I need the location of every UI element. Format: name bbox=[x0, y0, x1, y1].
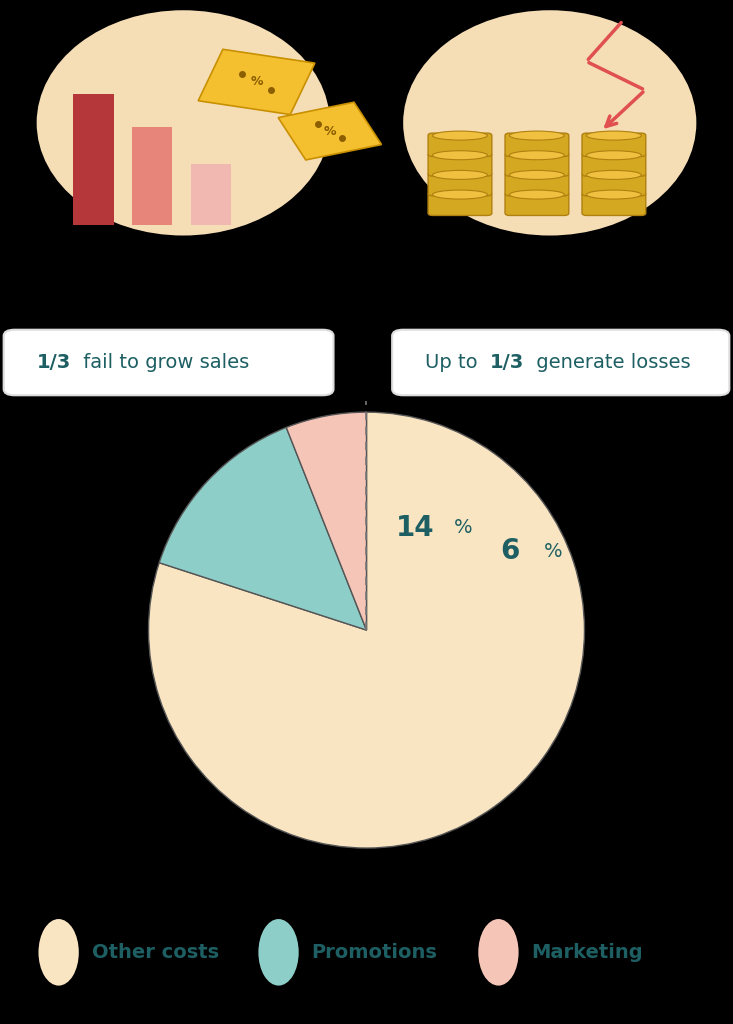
FancyBboxPatch shape bbox=[505, 133, 569, 157]
FancyBboxPatch shape bbox=[428, 193, 492, 215]
Text: Up to: Up to bbox=[425, 353, 484, 372]
Ellipse shape bbox=[432, 131, 487, 140]
Ellipse shape bbox=[39, 920, 79, 985]
FancyBboxPatch shape bbox=[392, 330, 729, 395]
Bar bbox=[191, 164, 231, 225]
Text: %: % bbox=[250, 76, 263, 88]
Text: %: % bbox=[323, 125, 336, 137]
Text: %: % bbox=[544, 542, 563, 561]
Ellipse shape bbox=[403, 10, 696, 236]
Bar bbox=[73, 94, 114, 225]
Text: 6: 6 bbox=[500, 538, 520, 565]
Text: Other costs: Other costs bbox=[92, 943, 218, 962]
Ellipse shape bbox=[432, 151, 487, 160]
Ellipse shape bbox=[586, 190, 641, 199]
Ellipse shape bbox=[509, 190, 564, 199]
Text: 1/3: 1/3 bbox=[37, 353, 71, 372]
FancyBboxPatch shape bbox=[582, 153, 646, 176]
Text: fail to grow sales: fail to grow sales bbox=[77, 353, 249, 372]
Wedge shape bbox=[159, 427, 366, 630]
Text: 14: 14 bbox=[395, 513, 434, 542]
Ellipse shape bbox=[509, 151, 564, 160]
Polygon shape bbox=[198, 49, 315, 115]
FancyBboxPatch shape bbox=[428, 153, 492, 176]
Ellipse shape bbox=[509, 131, 564, 140]
Wedge shape bbox=[287, 412, 366, 630]
FancyBboxPatch shape bbox=[582, 172, 646, 196]
Ellipse shape bbox=[37, 10, 330, 236]
Ellipse shape bbox=[586, 170, 641, 179]
FancyBboxPatch shape bbox=[428, 133, 492, 157]
Ellipse shape bbox=[509, 170, 564, 179]
Ellipse shape bbox=[432, 190, 487, 199]
FancyBboxPatch shape bbox=[505, 172, 569, 196]
FancyBboxPatch shape bbox=[4, 330, 334, 395]
Ellipse shape bbox=[478, 920, 518, 985]
FancyBboxPatch shape bbox=[505, 153, 569, 176]
Text: Marketing: Marketing bbox=[531, 943, 643, 962]
FancyBboxPatch shape bbox=[582, 193, 646, 215]
FancyBboxPatch shape bbox=[582, 133, 646, 157]
FancyBboxPatch shape bbox=[505, 193, 569, 215]
Text: Promotions: Promotions bbox=[312, 943, 438, 962]
Ellipse shape bbox=[432, 170, 487, 179]
Text: 1/3: 1/3 bbox=[490, 353, 524, 372]
Wedge shape bbox=[149, 412, 584, 848]
Bar bbox=[132, 127, 172, 225]
Polygon shape bbox=[279, 102, 381, 160]
Ellipse shape bbox=[258, 920, 299, 985]
FancyBboxPatch shape bbox=[428, 172, 492, 196]
Ellipse shape bbox=[586, 131, 641, 140]
Ellipse shape bbox=[586, 151, 641, 160]
Text: generate losses: generate losses bbox=[530, 353, 690, 372]
Text: %: % bbox=[454, 518, 472, 537]
